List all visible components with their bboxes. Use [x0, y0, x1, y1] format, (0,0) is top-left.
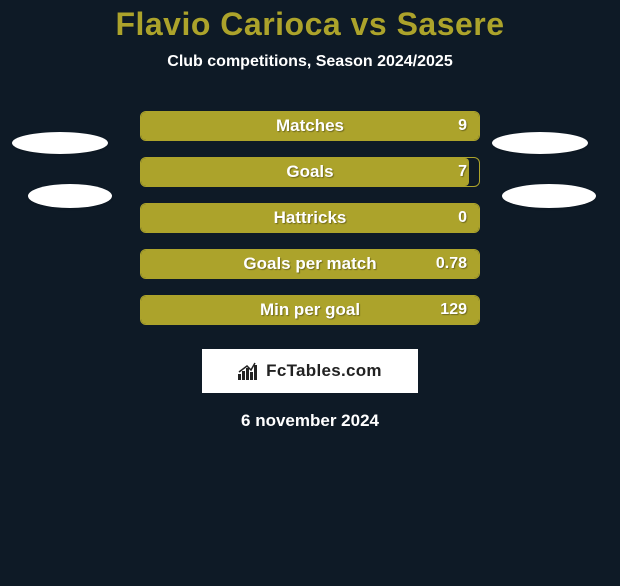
stat-bar-fill [141, 204, 479, 232]
stat-row: Goals per match0.78 [0, 249, 620, 279]
decorative-ellipse [12, 132, 108, 154]
stat-bar-fill [141, 296, 479, 324]
stat-bar-track: Matches9 [140, 111, 480, 141]
decorative-ellipse [28, 184, 112, 208]
stat-row: Hattricks0 [0, 203, 620, 233]
stat-bar-track: Hattricks0 [140, 203, 480, 233]
stat-bar-track: Goals per match0.78 [140, 249, 480, 279]
stat-row: Goals7 [0, 157, 620, 187]
brand-text: FcTables.com [266, 361, 382, 381]
decorative-ellipse [502, 184, 596, 208]
date-line: 6 november 2024 [0, 411, 620, 431]
stat-bar-track: Min per goal129 [140, 295, 480, 325]
decorative-ellipse [492, 132, 588, 154]
page-title: Flavio Carioca vs Sasere [0, 6, 620, 43]
stat-bar-fill [141, 250, 479, 278]
brand-chart-icon [238, 362, 260, 380]
stat-row: Min per goal129 [0, 295, 620, 325]
subtitle: Club competitions, Season 2024/2025 [0, 53, 620, 71]
stat-bar-fill [141, 112, 479, 140]
stat-bar-track: Goals7 [140, 157, 480, 187]
brand-box: FcTables.com [202, 349, 418, 393]
stat-bar-fill [141, 158, 469, 186]
